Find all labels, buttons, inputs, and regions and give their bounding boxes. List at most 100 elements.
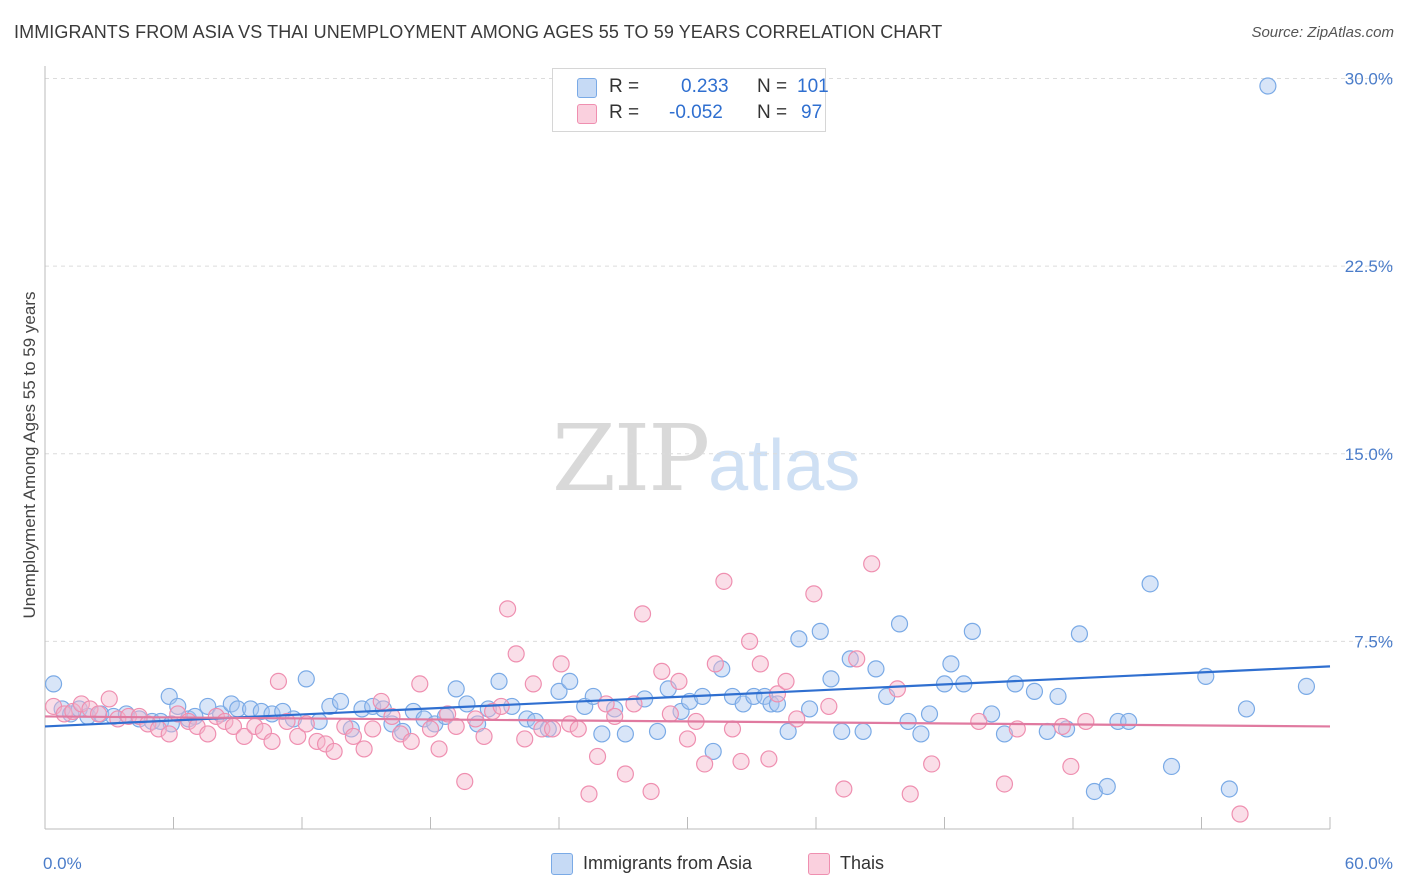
point-asia-74	[833, 722, 851, 741]
point-asia-49	[561, 672, 579, 691]
point-asia-48	[550, 682, 568, 701]
point-thais-57	[569, 720, 587, 738]
point-asia-99	[1141, 575, 1159, 593]
legend-asia-swatch	[551, 853, 573, 875]
point-asia-90	[1025, 682, 1044, 701]
point-asia-84	[942, 655, 960, 673]
point-thais-77	[751, 655, 769, 673]
watermark-atlas: atlas	[708, 426, 861, 506]
point-thais-16	[199, 725, 217, 743]
point-thais-75	[732, 752, 750, 771]
point-thais-10	[139, 715, 157, 733]
point-thais-23	[263, 732, 281, 751]
point-asia-104	[1259, 77, 1277, 95]
thais-n-value: 97	[801, 102, 823, 123]
point-thais-93	[1053, 717, 1071, 736]
point-asia-82	[920, 705, 939, 723]
point-asia-72	[811, 622, 829, 640]
trendline-thais	[44, 715, 1331, 728]
point-thais-66	[653, 662, 671, 680]
point-asia-70	[790, 630, 808, 648]
x-tick-label-0: 0.0%	[43, 854, 82, 873]
point-asia-43	[490, 672, 508, 691]
point-thais-3	[72, 695, 91, 713]
point-thais-35	[372, 692, 390, 711]
y-tick-label-3: 30.0%	[1345, 70, 1393, 89]
point-asia-73	[822, 670, 840, 688]
point-thais-79	[768, 685, 787, 703]
asia-r-label: R =	[609, 76, 640, 97]
legend-asia-label: Immigrants from Asia	[583, 853, 753, 873]
point-thais-40	[421, 720, 440, 738]
point-asia-30	[353, 700, 371, 718]
point-asia-56	[648, 722, 667, 741]
point-asia-102	[1220, 780, 1238, 798]
point-asia-94	[1070, 625, 1089, 643]
point-thais-84	[835, 780, 853, 798]
point-asia-91	[1038, 722, 1056, 741]
point-thais-65	[642, 782, 660, 801]
point-thais-89	[923, 755, 941, 773]
point-thais-32	[344, 727, 362, 746]
point-asia-81	[912, 725, 930, 743]
point-asia-68	[768, 695, 787, 713]
point-thais-82	[805, 585, 823, 603]
point-asia-96	[1098, 777, 1116, 796]
asia-swatch	[577, 78, 597, 98]
point-asia-101	[1197, 667, 1215, 686]
watermark: ZIPatlas	[552, 405, 860, 512]
point-asia-27	[321, 697, 339, 716]
point-thais-94	[1062, 757, 1080, 776]
y-tick-label-0: 7.5%	[1354, 632, 1393, 651]
thais-swatch	[577, 104, 597, 124]
x-tick-label-1: 60.0%	[1345, 854, 1393, 873]
point-thais-78	[760, 750, 778, 768]
point-thais-50	[507, 645, 525, 663]
point-thais-69	[678, 730, 697, 748]
point-thais-49	[499, 600, 517, 618]
point-asia-86	[963, 622, 981, 640]
point-thais-83	[820, 697, 838, 716]
point-asia-105	[1297, 677, 1316, 696]
point-thais-85	[848, 650, 866, 668]
stats-legend: R = 0.233 N = 101 R = -0.052 N = 97	[552, 68, 829, 132]
point-asia-88	[995, 725, 1014, 743]
point-thais-86	[863, 555, 881, 573]
point-thais-76	[741, 632, 759, 650]
y-tick-label-2: 22.5%	[1345, 257, 1393, 276]
point-asia-39	[447, 680, 465, 698]
point-thais-58	[580, 785, 598, 803]
point-asia-98	[1120, 712, 1138, 731]
point-thais-71	[696, 755, 714, 773]
thais-r-label: R =	[609, 102, 640, 123]
point-asia-76	[854, 722, 872, 741]
point-asia-89	[1006, 675, 1024, 693]
point-asia-40	[458, 695, 476, 713]
point-asia-28	[331, 692, 350, 711]
point-asia-52	[593, 725, 611, 743]
point-thais-5	[89, 705, 108, 723]
point-thais-43	[447, 717, 465, 736]
watermark-zip: ZIP	[552, 405, 710, 512]
point-thais-30	[325, 742, 343, 761]
point-thais-95	[1077, 712, 1095, 731]
point-thais-67	[661, 705, 679, 723]
point-asia-95	[1085, 782, 1104, 801]
point-thais-91	[995, 775, 1014, 793]
point-asia-25	[297, 670, 315, 688]
point-thais-96	[1231, 805, 1249, 823]
asia-n-value: 101	[797, 76, 829, 97]
point-thais-90	[970, 712, 988, 731]
point-thais-26	[289, 727, 307, 746]
point-thais-44	[456, 772, 474, 791]
legend-thais-label: Thais	[840, 853, 885, 873]
point-thais-54	[543, 720, 562, 738]
point-thais-87	[888, 680, 906, 698]
point-asia-87	[983, 705, 1001, 723]
point-thais-27	[297, 715, 315, 733]
point-thais-12	[160, 725, 178, 743]
point-asia-61	[704, 742, 722, 761]
point-asia-92	[1049, 687, 1067, 706]
point-thais-42	[439, 705, 457, 723]
